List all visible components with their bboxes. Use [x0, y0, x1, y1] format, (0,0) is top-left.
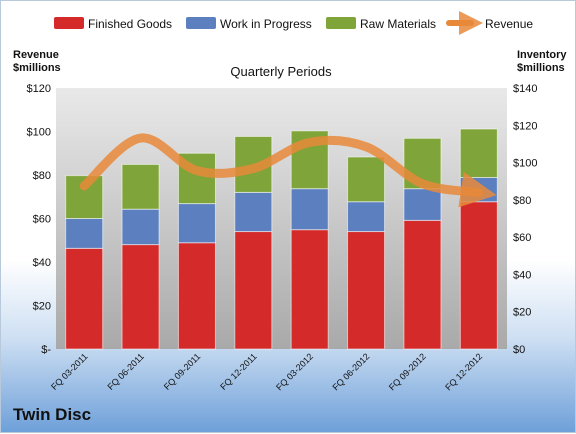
x-tick-label: FQ 12-2011: [218, 351, 259, 392]
bar-finished-goods-5: [291, 230, 328, 349]
left-axis: $- $20 $40 $60 $80 $100 $120: [27, 83, 52, 356]
legend-swatch-raw-materials: [326, 17, 356, 29]
right-tick-label: $140: [513, 83, 537, 95]
legend-swatch-finished-goods: [54, 17, 84, 29]
left-tick-label: $100: [27, 127, 51, 139]
legend: Finished Goods Work in Progress Raw Mate…: [54, 17, 533, 31]
x-tick-label: FQ 09-2011: [162, 351, 203, 392]
bar-raw-materials-2: [122, 164, 159, 209]
bar-work-in-progress-2: [122, 209, 159, 244]
x-tick-label: FQ 03-2012: [274, 351, 315, 392]
left-tick-label: $80: [33, 170, 51, 182]
legend-label-work-in-progress: Work in Progress: [220, 17, 312, 31]
x-tick-label: FQ 09-2012: [387, 351, 428, 392]
bar-finished-goods-3: [178, 243, 215, 349]
right-tick-label: $120: [513, 120, 537, 132]
legend-label-finished-goods: Finished Goods: [88, 17, 172, 31]
left-tick-label: $120: [27, 83, 51, 95]
bar-work-in-progress-7: [404, 189, 441, 221]
x-tick-label: FQ 03-2011: [49, 351, 90, 392]
bar-work-in-progress-5: [291, 189, 328, 230]
legend-label-revenue: Revenue: [485, 17, 533, 31]
bar-work-in-progress-3: [178, 204, 215, 243]
bar-work-in-progress-6: [348, 202, 385, 232]
x-tick-label: FQ 06-2012: [330, 351, 371, 392]
bar-raw-materials-6: [348, 157, 385, 202]
legend-label-raw-materials: Raw Materials: [360, 17, 436, 31]
bar-raw-materials-8: [460, 129, 497, 177]
bar-finished-goods-1: [66, 248, 103, 349]
x-tick-label: FQ 12-2012: [443, 351, 484, 392]
x-axis: FQ 03-2011 FQ 06-2011 FQ 09-2011 FQ 12-2011…: [49, 351, 484, 392]
chart-title: Quarterly Periods: [230, 64, 332, 79]
right-tick-label: $60: [513, 232, 531, 244]
left-tick-label: $60: [33, 214, 51, 226]
bar-finished-goods-8: [460, 202, 497, 349]
right-axis-title-line1: Inventory: [517, 49, 567, 61]
left-tick-label: $20: [33, 301, 51, 313]
x-tick-label: FQ 06-2011: [105, 351, 146, 392]
bar-finished-goods-2: [122, 245, 159, 349]
bar-work-in-progress-4: [235, 192, 272, 231]
left-tick-label: $40: [33, 257, 51, 269]
right-axis-title-line2: $millions: [517, 62, 565, 74]
right-axis: $0 $20 $40 $60 $80 $100 $120 $140: [513, 83, 537, 356]
left-axis-title-line1: Revenue: [13, 49, 59, 61]
bar-finished-goods-6: [348, 232, 385, 349]
bar-finished-goods-4: [235, 232, 272, 349]
right-tick-label: $40: [513, 269, 531, 281]
left-tick-label: $-: [41, 344, 51, 356]
bar-finished-goods-7: [404, 220, 441, 349]
legend-swatch-work-in-progress: [186, 17, 216, 29]
right-tick-label: $0: [513, 344, 525, 356]
company-name: Twin Disc: [13, 405, 91, 425]
right-tick-label: $80: [513, 195, 531, 207]
bar-work-in-progress-1: [66, 219, 103, 249]
left-axis-title-line2: $millions: [13, 62, 61, 74]
right-tick-label: $20: [513, 307, 531, 319]
right-tick-label: $100: [513, 158, 537, 170]
